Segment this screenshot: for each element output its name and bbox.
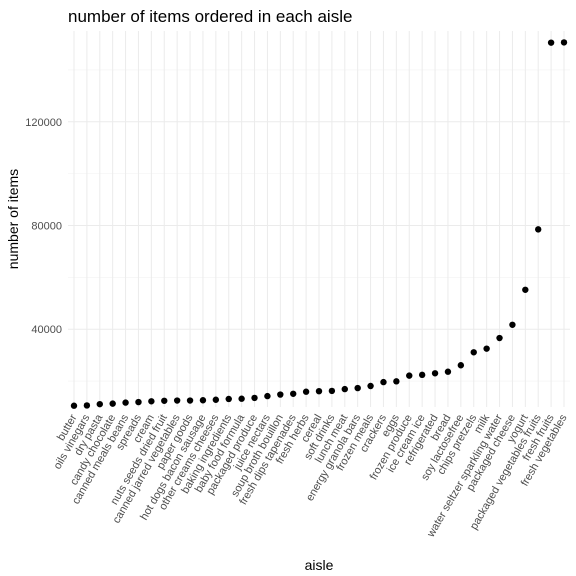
data-point bbox=[315, 387, 323, 395]
data-point bbox=[83, 402, 91, 409]
data-point bbox=[328, 387, 336, 395]
y-tick-label: 40000 bbox=[31, 324, 62, 336]
data-point bbox=[186, 397, 194, 404]
data-point bbox=[96, 400, 103, 408]
data-point bbox=[406, 372, 413, 379]
data-point bbox=[496, 334, 503, 342]
data-point bbox=[380, 378, 387, 386]
data-point bbox=[418, 371, 426, 379]
data-point bbox=[148, 398, 155, 405]
data-point bbox=[225, 395, 232, 403]
data-point bbox=[547, 39, 555, 46]
data-point bbox=[238, 395, 245, 402]
data-point bbox=[444, 368, 452, 375]
data-point bbox=[109, 400, 116, 407]
grid bbox=[68, 31, 570, 407]
data-point bbox=[173, 397, 181, 404]
data-point bbox=[560, 39, 568, 46]
data-point bbox=[212, 396, 220, 403]
data-point bbox=[290, 390, 297, 397]
y-tick-label: 120000 bbox=[25, 117, 62, 129]
x-axis-label: aisle bbox=[305, 557, 334, 573]
data-point bbox=[535, 226, 542, 233]
data-point bbox=[341, 385, 348, 393]
data-point bbox=[302, 388, 310, 395]
data-point bbox=[199, 397, 207, 404]
y-axis-ticks: 40000 80000 120000 bbox=[25, 117, 62, 336]
data-point bbox=[457, 362, 465, 369]
data-point bbox=[135, 398, 142, 406]
data-point bbox=[509, 321, 516, 328]
data-point bbox=[264, 392, 271, 400]
data-point bbox=[367, 382, 374, 390]
data-point bbox=[277, 391, 284, 398]
data-point bbox=[251, 394, 258, 402]
chart-title: number of items ordered in each aisle bbox=[68, 7, 352, 26]
data-point bbox=[354, 384, 361, 392]
y-tick-label: 80000 bbox=[31, 220, 62, 232]
data-point bbox=[470, 349, 477, 356]
data-point bbox=[393, 378, 400, 385]
data-point bbox=[522, 286, 529, 293]
data-point bbox=[161, 397, 168, 404]
data-point bbox=[483, 345, 490, 352]
y-axis-label: number of items bbox=[5, 169, 21, 269]
data-point bbox=[70, 402, 78, 409]
data-point bbox=[431, 370, 439, 377]
data-points bbox=[70, 39, 568, 409]
data-point bbox=[122, 399, 129, 406]
